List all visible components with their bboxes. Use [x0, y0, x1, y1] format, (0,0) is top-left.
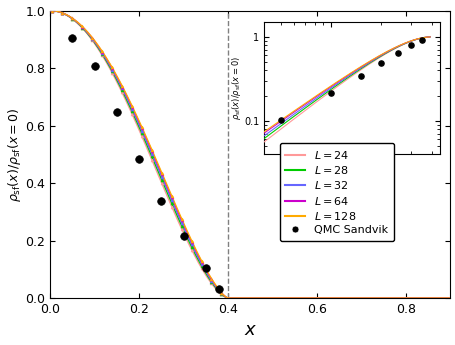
Point: [202, 266, 209, 271]
Point: [157, 198, 165, 204]
Point: [215, 286, 222, 291]
Point: [135, 156, 142, 162]
Legend: $L = 24$, $L = 28$, $L = 32$, $L = 64$, $L = 128$, QMC Sandvik: $L = 24$, $L = 28$, $L = 32$, $L = 64$, …: [279, 143, 393, 241]
X-axis label: $x$: $x$: [243, 322, 256, 339]
Point: [69, 35, 76, 41]
Point: [113, 109, 120, 115]
Y-axis label: $\rho_{\rm sf}(x)/\rho_{\rm sf}(x=0)$: $\rho_{\rm sf}(x)/\rho_{\rm sf}(x=0)$: [5, 107, 22, 201]
Point: [91, 63, 98, 69]
Point: [180, 234, 187, 239]
